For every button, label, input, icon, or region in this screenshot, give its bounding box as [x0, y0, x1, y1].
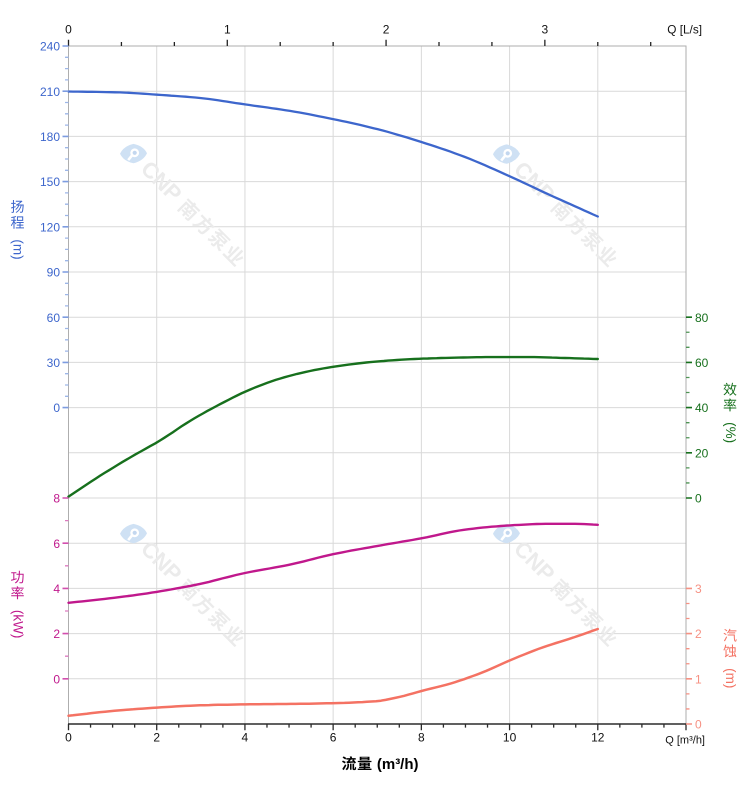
- svg-text:1: 1: [695, 672, 702, 686]
- svg-text:180: 180: [40, 130, 60, 144]
- svg-text:3: 3: [542, 23, 549, 37]
- svg-text:80: 80: [695, 311, 709, 325]
- svg-text:2: 2: [53, 627, 60, 641]
- svg-text:4: 4: [242, 731, 249, 745]
- svg-text:210: 210: [40, 85, 60, 99]
- svg-text:4: 4: [53, 582, 60, 596]
- svg-text:Q [L/s]: Q [L/s]: [667, 23, 702, 37]
- svg-text:30: 30: [47, 356, 61, 370]
- svg-text:0: 0: [65, 23, 72, 37]
- svg-text:12: 12: [591, 731, 605, 745]
- svg-text:3: 3: [695, 582, 702, 596]
- svg-text:90: 90: [47, 266, 61, 280]
- svg-text:2: 2: [695, 627, 702, 641]
- svg-text:Q [m³/h]: Q [m³/h]: [665, 735, 705, 747]
- svg-text:6: 6: [53, 537, 60, 551]
- svg-text:6: 6: [330, 731, 337, 745]
- svg-text:60: 60: [47, 311, 61, 325]
- svg-text:120: 120: [40, 220, 60, 234]
- svg-text:(%): (%): [723, 422, 738, 443]
- svg-text:8: 8: [53, 492, 60, 506]
- svg-text:20: 20: [695, 446, 709, 460]
- svg-text:240: 240: [40, 40, 60, 54]
- svg-text:(m): (m): [723, 668, 738, 688]
- svg-text:10: 10: [503, 731, 517, 745]
- svg-text:8: 8: [418, 731, 425, 745]
- svg-text:150: 150: [40, 175, 60, 189]
- svg-text:0: 0: [65, 731, 72, 745]
- svg-text:2: 2: [383, 23, 390, 37]
- svg-text:40: 40: [695, 401, 709, 415]
- svg-text:2: 2: [153, 731, 160, 745]
- svg-text:1: 1: [224, 23, 231, 37]
- svg-text:0: 0: [53, 672, 60, 686]
- svg-text:60: 60: [695, 356, 709, 370]
- svg-text:(kW): (kW): [10, 610, 25, 638]
- svg-text:0: 0: [53, 401, 60, 415]
- svg-text:(m): (m): [10, 239, 25, 259]
- svg-text:(m³/h): (m³/h): [373, 756, 419, 773]
- svg-text:0: 0: [695, 492, 702, 506]
- svg-text:0: 0: [695, 718, 702, 732]
